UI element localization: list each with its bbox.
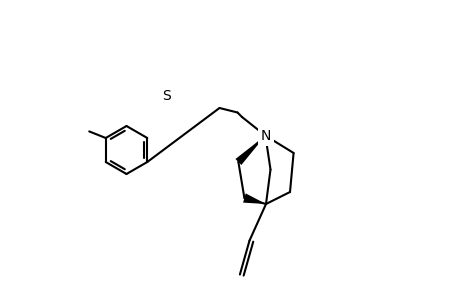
Polygon shape bbox=[243, 194, 265, 204]
Text: N: N bbox=[260, 130, 271, 143]
Text: S: S bbox=[162, 89, 171, 103]
Polygon shape bbox=[235, 136, 265, 165]
